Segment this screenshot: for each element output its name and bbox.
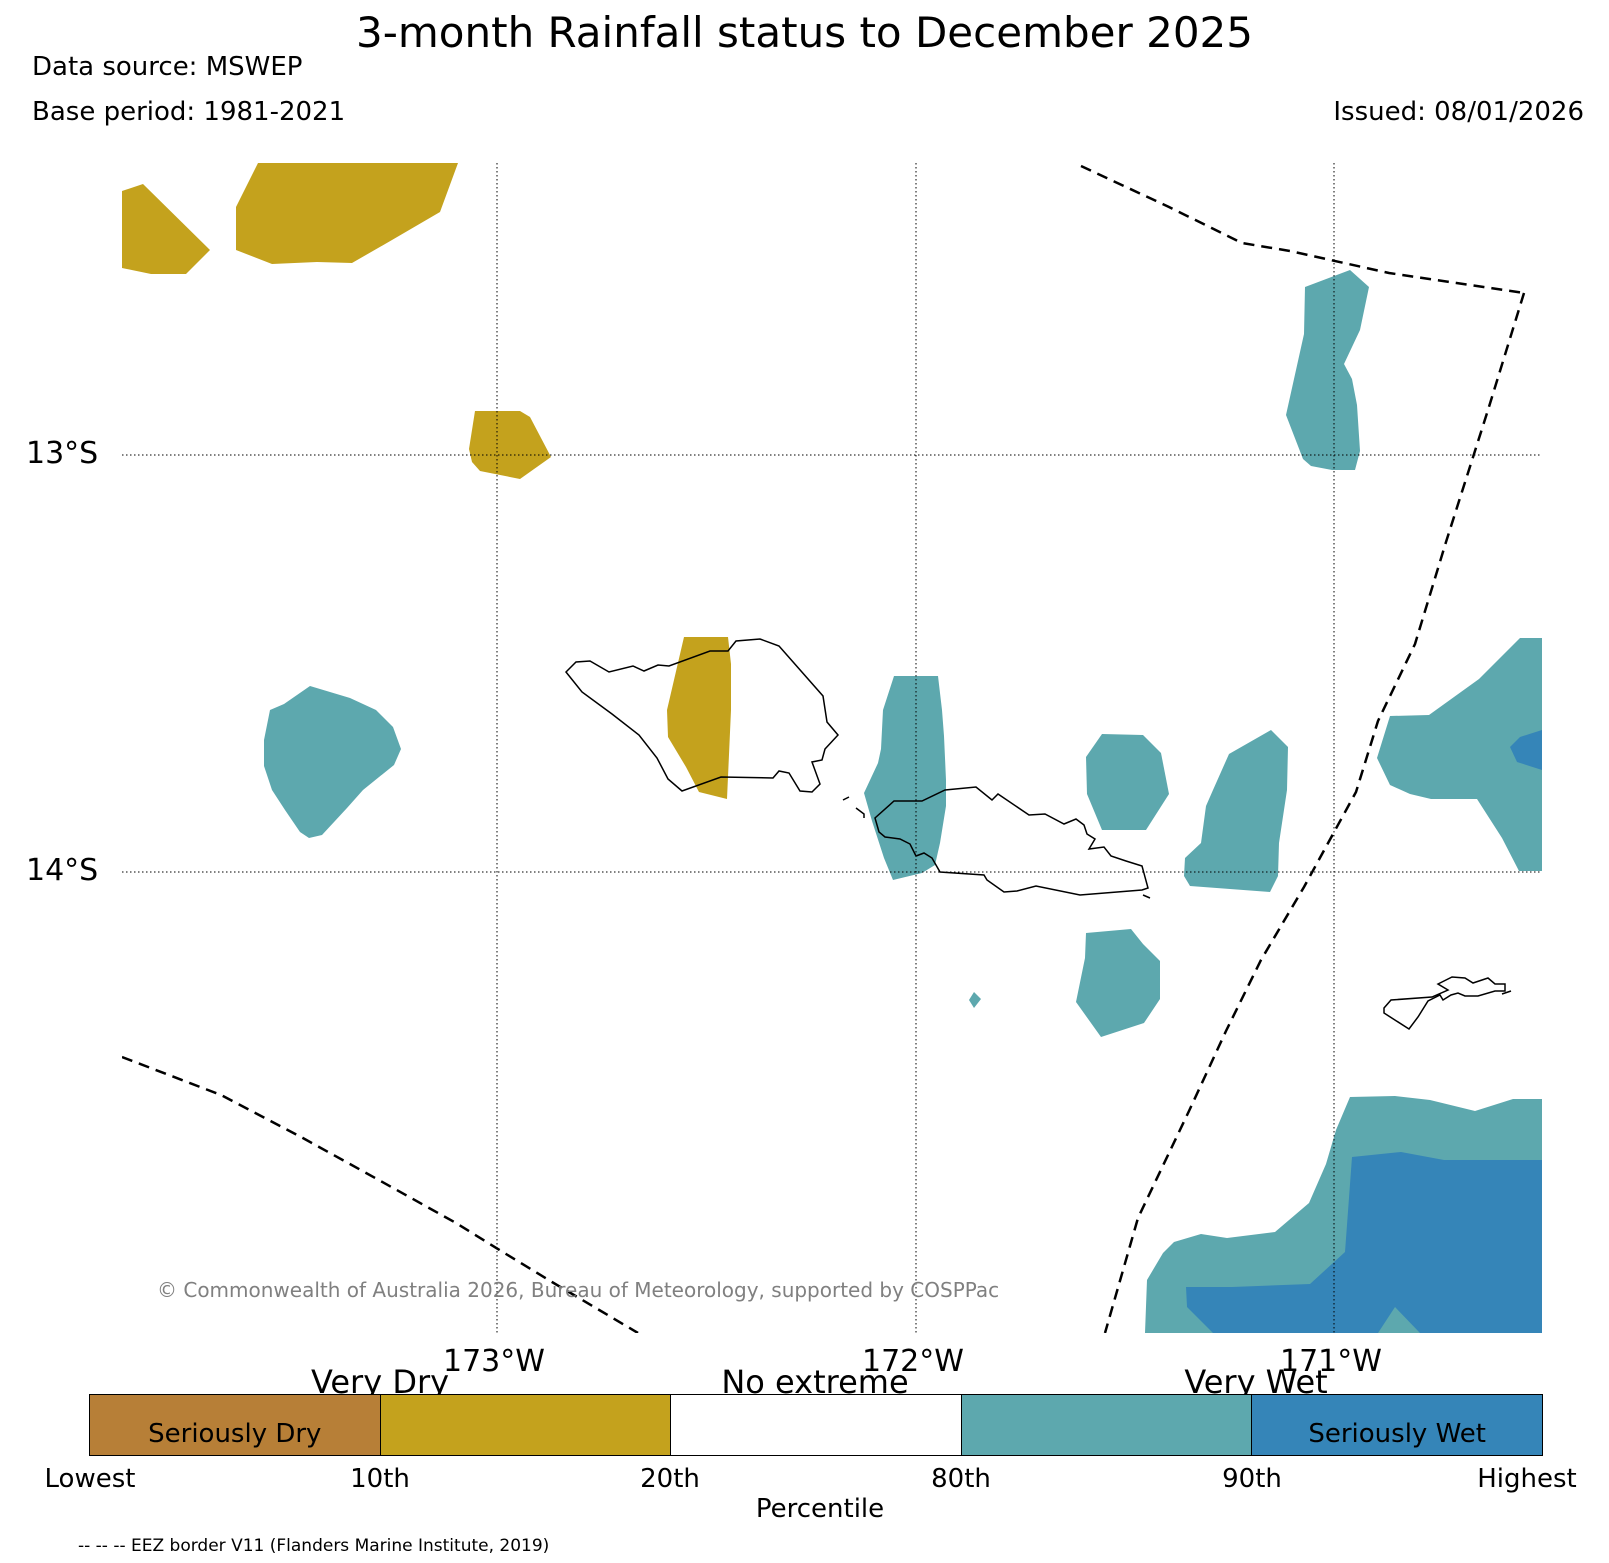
island-tutuila [1383, 976, 1506, 1031]
lon-label: 173°W [443, 1344, 545, 1379]
lat-label: 13°S [26, 436, 99, 471]
seriously-wet-regions [1186, 730, 1542, 1333]
very-dry-regions [122, 163, 731, 799]
legend-very-wet [961, 1395, 1253, 1455]
legend-seriously-dry: Seriously Dry [90, 1395, 381, 1455]
legend-tick: 90th [1222, 1464, 1282, 1494]
legend-seriously-wet: Seriously Wet [1252, 1395, 1542, 1455]
very-wet-area [1377, 638, 1542, 871]
graticule [122, 163, 1542, 1333]
lat-label: 14°S [26, 853, 99, 888]
very-dry-area [236, 163, 458, 264]
islet-manono [855, 807, 865, 818]
copyright-notice: © Commonwealth of Australia 2026, Bureau… [157, 1278, 1000, 1302]
lon-label: 172°W [862, 1344, 964, 1379]
very-dry-area [469, 411, 551, 479]
legend-tick: 10th [350, 1464, 410, 1494]
legend-tick: Highest [1477, 1464, 1577, 1494]
very-wet-area [1086, 734, 1169, 830]
legend-very-dry [380, 1395, 672, 1455]
legend-segment-label: Seriously Wet [1308, 1419, 1486, 1449]
very-wet-area [969, 992, 981, 1008]
legend-tick: 20th [640, 1464, 700, 1494]
islet [842, 796, 850, 801]
eez-border [1080, 164, 1525, 295]
very-dry-area [122, 184, 210, 274]
legend-tick: 80th [931, 1464, 991, 1494]
eez-border [1103, 292, 1526, 1333]
very-dry-area [667, 637, 731, 799]
island-savaii [564, 638, 840, 793]
eez-footnote: -- -- -- EEZ border V11 (Flanders Marine… [78, 1536, 550, 1556]
issued-date-label: Issued: 08/01/2026 [1333, 97, 1584, 127]
lon-label: 171°W [1280, 1344, 1382, 1379]
very-wet-area [1184, 730, 1288, 892]
percentile-legend: Seriously Dry Seriously Wet [89, 1394, 1543, 1456]
seriously-wet-area [1510, 730, 1542, 770]
island-upolu [874, 786, 1149, 896]
legend-no-extreme [671, 1395, 962, 1455]
legend-segment-label: Seriously Dry [148, 1419, 322, 1449]
very-wet-regions [264, 270, 1542, 1333]
coast-fragment [1142, 894, 1151, 899]
legend-axis-label: Percentile [755, 1494, 885, 1524]
map-title: 3-month Rainfall status to December 2025 [356, 8, 1253, 57]
eez-border [122, 1055, 639, 1333]
very-wet-area [1286, 270, 1369, 470]
data-source-label: Data source: MSWEP [32, 52, 303, 82]
legend-tick: Lowest [44, 1464, 136, 1494]
seriously-wet-area [1186, 1152, 1542, 1333]
very-wet-area [264, 686, 401, 838]
coastlines [564, 638, 1512, 1031]
very-wet-area [864, 676, 946, 880]
very-wet-area [1076, 929, 1160, 1037]
eez-borders [122, 164, 1526, 1333]
coast-fragment [1501, 990, 1512, 995]
base-period-label: Base period: 1981-2021 [32, 97, 346, 127]
